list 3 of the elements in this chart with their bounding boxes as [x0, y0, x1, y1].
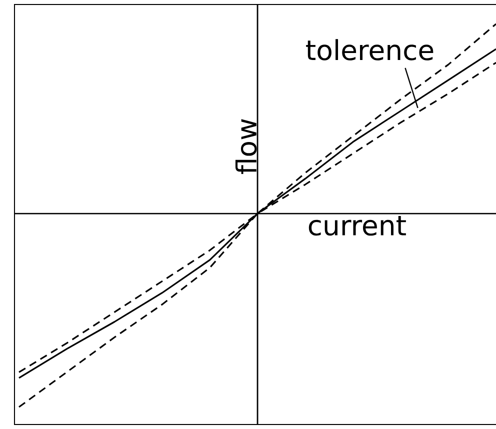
annotation: tolerence: [306, 39, 434, 60]
y-axis-title: flow: [235, 119, 257, 174]
x-axis-title: current: [308, 216, 406, 236]
